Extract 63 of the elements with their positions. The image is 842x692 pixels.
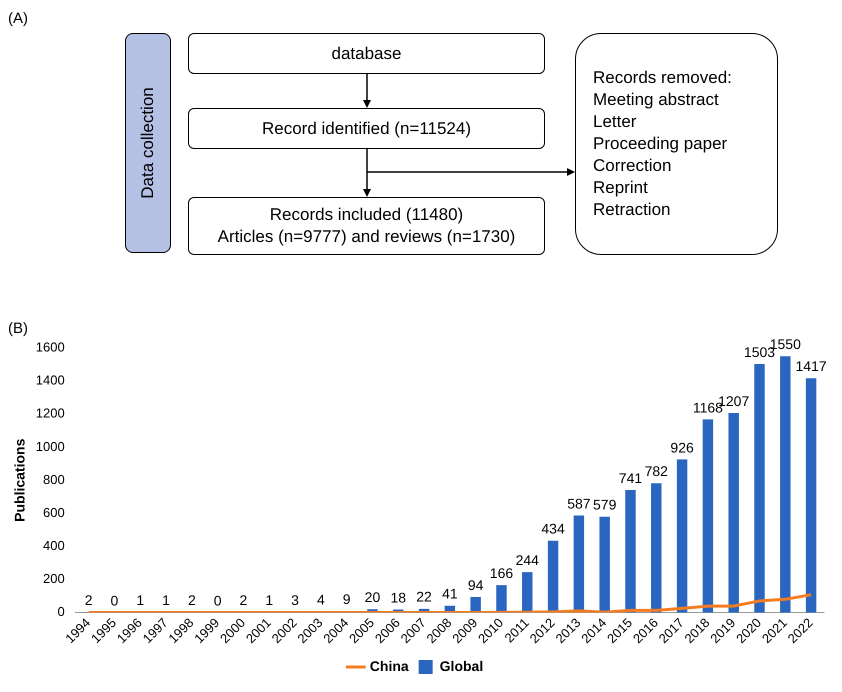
bar: [522, 572, 532, 613]
data-label: 587: [567, 495, 591, 512]
data-label: 9: [342, 590, 351, 607]
data-label: 2: [188, 592, 196, 608]
bar: [806, 378, 816, 613]
text: Letter: [593, 111, 636, 133]
y-tick-label: 1200: [36, 406, 65, 421]
data-label: 434: [541, 520, 565, 537]
data-label: 244: [516, 552, 540, 568]
data-label: 22: [416, 588, 432, 605]
text: (A): [8, 10, 28, 27]
data-label: 926: [670, 439, 694, 456]
text: Correction: [593, 155, 672, 177]
bar: [702, 419, 714, 613]
data-label: 579: [592, 496, 617, 513]
text: Proceeding paper: [593, 133, 728, 155]
data-label: 1417: [796, 358, 827, 374]
text: Records included (11480): [270, 204, 464, 226]
bar: [599, 516, 610, 613]
data-label: 741: [618, 470, 642, 486]
data-label: 782: [644, 463, 668, 480]
y-tick-label: 400: [43, 538, 65, 553]
y-tick-label: 1600: [36, 340, 65, 355]
y-tick-label: 600: [43, 504, 65, 520]
text: Data collection: [137, 87, 158, 199]
bar: [780, 356, 791, 613]
data-label: 166: [490, 564, 514, 581]
data-label: 20: [364, 589, 380, 606]
legend-label: China: [370, 658, 409, 674]
text: Reprint: [593, 177, 648, 199]
data-label: 3: [291, 592, 300, 608]
bar: [728, 412, 739, 613]
bar: [470, 596, 481, 613]
bar: [754, 364, 765, 613]
bar: [496, 585, 507, 613]
text: Retraction: [593, 199, 670, 221]
data-label: 1: [265, 592, 274, 608]
chart-title: (B): [8, 320, 28, 338]
text: Articles (n=9777) and reviews (n=1730): [218, 226, 516, 248]
text: Records removed:: [593, 67, 732, 89]
y-tick-label: 800: [43, 472, 65, 487]
y-tick-label: 1000: [36, 438, 65, 454]
data-label: 4: [316, 592, 325, 608]
data-label: 0: [214, 592, 222, 608]
text: Meeting abstract: [593, 89, 719, 111]
data-label: 1: [162, 592, 170, 608]
text: database: [188, 33, 545, 74]
text: Record identified (n=11524): [188, 108, 545, 149]
bar: [676, 459, 688, 613]
bar: [625, 490, 636, 613]
bar: [651, 483, 662, 613]
data-label: 2: [240, 592, 248, 608]
data-label: 18: [390, 589, 406, 606]
y-tick-label: 1400: [36, 372, 65, 388]
data-label: 41: [442, 586, 458, 602]
y-tick-label: 200: [43, 571, 65, 586]
legend-label: Global: [440, 658, 484, 674]
data-label: 94: [468, 576, 484, 593]
data-label: 2: [84, 592, 93, 608]
data-label: 0: [110, 592, 119, 608]
data-label: 1: [136, 592, 144, 608]
y-axis-title: Publications: [11, 438, 28, 522]
y-tick-label: 0: [57, 604, 65, 620]
